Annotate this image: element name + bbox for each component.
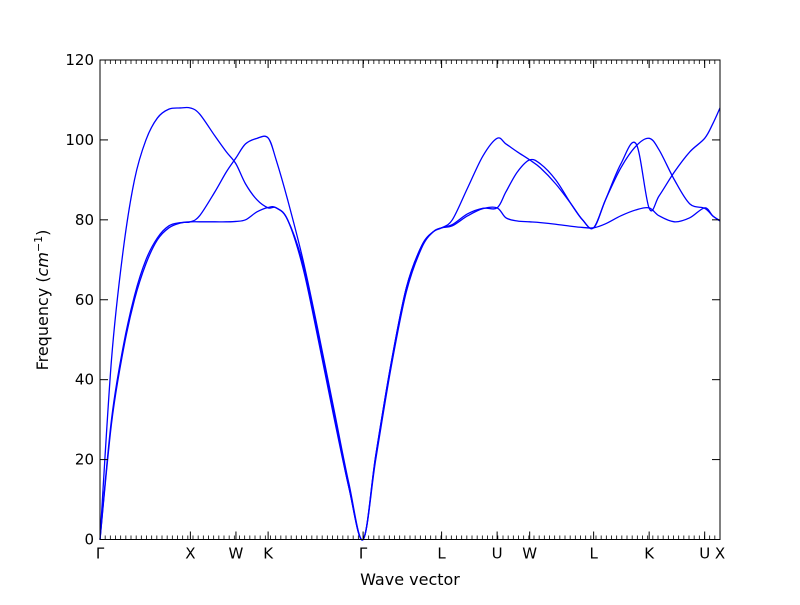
x-tick-label: Γ xyxy=(359,545,368,563)
x-tick-label: X xyxy=(185,545,195,563)
x-tick-label: U xyxy=(699,545,710,563)
x-tick-label: K xyxy=(644,545,655,563)
x-tick-label: K xyxy=(263,545,274,563)
band-lines xyxy=(99,106,721,541)
y-tick-label: 40 xyxy=(75,371,94,389)
y-axis-label-unit: cm xyxy=(33,252,52,276)
plot-frame xyxy=(99,59,721,540)
y-axis-label: Frequency (cm−1) xyxy=(32,230,53,371)
x-tick-label: L xyxy=(589,545,598,563)
band-line-3 xyxy=(99,106,721,541)
x-tick-label: L xyxy=(437,545,446,563)
axis-ticks xyxy=(99,59,721,540)
x-tick-label: W xyxy=(522,545,537,563)
band-line-1 xyxy=(99,205,721,541)
band-line-2 xyxy=(99,107,721,541)
y-tick-label: 80 xyxy=(75,211,94,229)
x-axis-label: Wave vector xyxy=(360,570,460,589)
x-tick-label: U xyxy=(492,545,503,563)
y-axis-label-unit-exp: −1 xyxy=(32,236,45,252)
x-tick-label: W xyxy=(229,545,244,563)
y-tick-label: 120 xyxy=(65,51,94,69)
y-tick-label: 100 xyxy=(65,131,94,149)
y-tick-label: 20 xyxy=(75,451,94,469)
x-tick-label: X xyxy=(715,545,725,563)
y-axis-label-text: Frequency xyxy=(33,288,52,371)
y-tick-label: 60 xyxy=(75,291,94,309)
y-tick-label: 0 xyxy=(84,531,94,549)
x-tick-label: Γ xyxy=(96,545,105,563)
